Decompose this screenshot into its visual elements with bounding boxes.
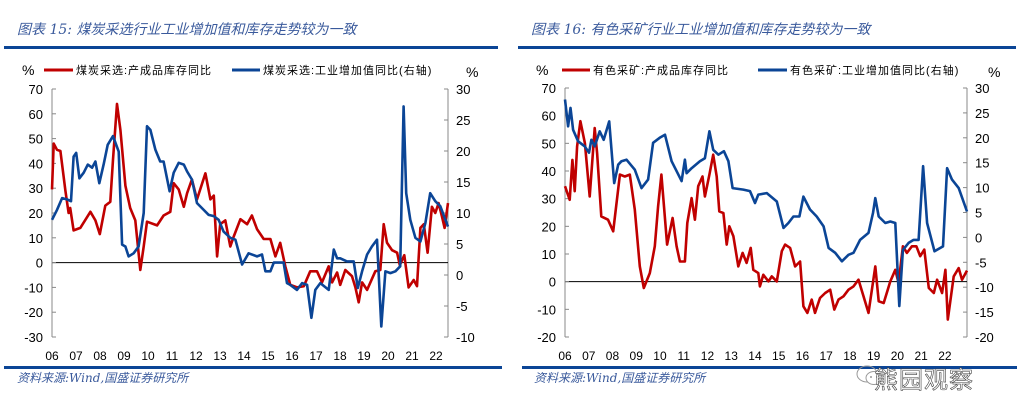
chart-15-legend-label: 煤炭采选:产成品库存同比 (76, 63, 212, 77)
chart-16-x-tick-label: 06 (558, 349, 572, 363)
chart-16-x-tick-label: 07 (582, 349, 596, 363)
chart-15-right-unit: % (466, 64, 478, 80)
chart-15-left-tick-label: 50 (29, 132, 43, 147)
chart-16-x-tick-label: 18 (843, 349, 857, 363)
chart-16-right-unit: % (988, 64, 1000, 80)
chart-16-right-tick-label: 10 (975, 181, 989, 196)
chart-16-right-tick-label: 20 (975, 131, 989, 146)
chart-15-source: 资料来源:Wind,国盛证券研究所 (17, 371, 189, 385)
chart-15-right-tick-label: 15 (456, 175, 470, 190)
chart-15-x-tick-label: 14 (237, 349, 251, 363)
chart-15-legend-label: 煤炭采选:工业增加值同比(右轴) (263, 63, 432, 77)
chart-16-x-tick-label: 22 (938, 349, 952, 363)
chart-15-x-tick-label: 13 (213, 349, 227, 363)
chart-15-left-tick-label: 30 (29, 181, 43, 196)
chart-15-left-tick-label: -20 (24, 305, 43, 320)
chart-15-bottom-rule (4, 366, 502, 369)
chart-16-series-inventory-line (563, 119, 969, 321)
chart-15-series-value-added-line (50, 105, 450, 328)
chart-15-x-tick-label: 18 (333, 349, 347, 363)
chart-16-right-tick-label: -15 (975, 305, 994, 320)
chart-16-x-tick-label: 09 (630, 349, 644, 363)
watermark: 熊园观察 (874, 366, 974, 395)
chart-16-x-tick-label: 13 (725, 349, 739, 363)
chart-16-left-tick-label: 60 (542, 109, 556, 124)
chart-16-legend-label: 有色采矿:工业增加值同比(右轴) (790, 63, 959, 77)
chart-15-x-tick-label: 16 (285, 349, 299, 363)
chart-16-title: 图表 16: 有色采矿行业工业增加值和库存走势较为一致 (531, 22, 871, 38)
chart-15-right-tick-label: 20 (456, 144, 470, 159)
chart-15-x-tick-label: 07 (69, 349, 83, 363)
chart-16-right-tick-label: 30 (975, 81, 989, 96)
chart-16-top-rule (518, 46, 1016, 49)
chart-16-bottom-rule (522, 366, 1017, 369)
chart-15-x-tick-label: 21 (405, 349, 419, 363)
chart-16-x-tick-label: 15 (772, 349, 786, 363)
wechat-icon (856, 365, 883, 385)
chart-15-series-inventory-line (50, 102, 450, 304)
chart-15-left-tick-label: 0 (36, 256, 43, 271)
chart-15-left-tick-label: 70 (29, 82, 43, 97)
chart-16-left-tick-label: 40 (542, 164, 556, 179)
chart-15-top-rule (4, 46, 498, 49)
chart-16-left-tick-label: 70 (542, 81, 556, 96)
chart-15-right-tick-label: 30 (456, 82, 470, 97)
chart-15-x-tick-label: 06 (45, 349, 59, 363)
chart-16-right-tick-label: 0 (975, 230, 982, 245)
chart-15-right-tick-label: -10 (456, 330, 475, 345)
chart-15-right-tick-label: 5 (456, 237, 463, 252)
chart-16-right-tick-label: -10 (975, 280, 994, 295)
chart-15-left-tick-label: -10 (24, 280, 43, 295)
chart-16-right-tick-label: 15 (975, 156, 989, 171)
chart-15-left-unit: % (22, 62, 34, 78)
chart-16-x-tick-label: 19 (867, 349, 881, 363)
chart-16-x-tick-label: 21 (914, 349, 928, 363)
chart-15-x-tick-label: 11 (166, 349, 179, 363)
chart-16-right-tick-label: -20 (975, 330, 994, 345)
chart-15-right-tick-label: 10 (456, 206, 470, 221)
chart-16-left-tick-label: 10 (542, 247, 556, 262)
chart-15-x-tick-label: 22 (429, 349, 443, 363)
chart-15-x-tick-label: 17 (309, 349, 323, 363)
chart-15-x-tick-label: 20 (381, 349, 395, 363)
chart-16-x-tick-label: 12 (701, 349, 715, 363)
chart-16-right-tick-label: 5 (975, 206, 982, 221)
chart-16-left-tick-label: 0 (549, 275, 556, 290)
chart-15-x-tick-label: 08 (93, 349, 107, 363)
chart-15-title: 图表 15: 煤炭采选行业工业增加值和库存走势较为一致 (17, 22, 357, 38)
chart-16-x-tick-label: 11 (677, 349, 690, 363)
chart-15-x-tick-label: 15 (261, 349, 275, 363)
chart-15-left-tick-label: 40 (29, 156, 43, 171)
chart-15-right-tick-label: 0 (456, 268, 463, 283)
chart-16-source: 资料来源:Wind,国盛证券研究所 (534, 371, 706, 385)
chart-16-x-tick-label: 14 (748, 349, 762, 363)
chart-16-left-tick-label: -10 (537, 302, 556, 317)
chart-15-left-tick-label: 10 (29, 231, 43, 246)
chart-16-x-tick-label: 20 (891, 349, 905, 363)
chart-16-legend-label: 有色采矿:产成品库存同比 (593, 63, 729, 77)
chart-16-left-tick-label: 30 (542, 192, 556, 207)
chart-15-x-tick-label: 19 (357, 349, 371, 363)
chart-16-x-tick-label: 17 (820, 349, 834, 363)
chart-16-left-unit: % (536, 62, 548, 78)
chart-16-left-tick-label: 20 (542, 219, 556, 234)
chart-16-left-tick-label: 50 (542, 136, 556, 151)
chart-16-x-tick-label: 08 (606, 349, 620, 363)
chart-15-left-tick-label: 20 (29, 206, 43, 221)
chart-16-series-value-added-line (563, 99, 969, 308)
chart-15-x-tick-label: 09 (117, 349, 131, 363)
chart-15-x-tick-label: 12 (189, 349, 203, 363)
chart-15-left-tick-label: -30 (24, 330, 43, 345)
chart-15-right-tick-label: -5 (456, 299, 468, 314)
chart-15-right-tick-label: 25 (456, 113, 470, 128)
chart-16-x-tick-label: 16 (796, 349, 810, 363)
chart-16-right-tick-label: 25 (975, 106, 989, 121)
chart-15-x-tick-label: 10 (141, 349, 155, 363)
chart-16-x-tick-label: 10 (653, 349, 667, 363)
chart-16-left-tick-label: -20 (537, 330, 556, 345)
chart-15-left-tick-label: 60 (29, 107, 43, 122)
chart-16-right-tick-label: -5 (975, 255, 987, 270)
